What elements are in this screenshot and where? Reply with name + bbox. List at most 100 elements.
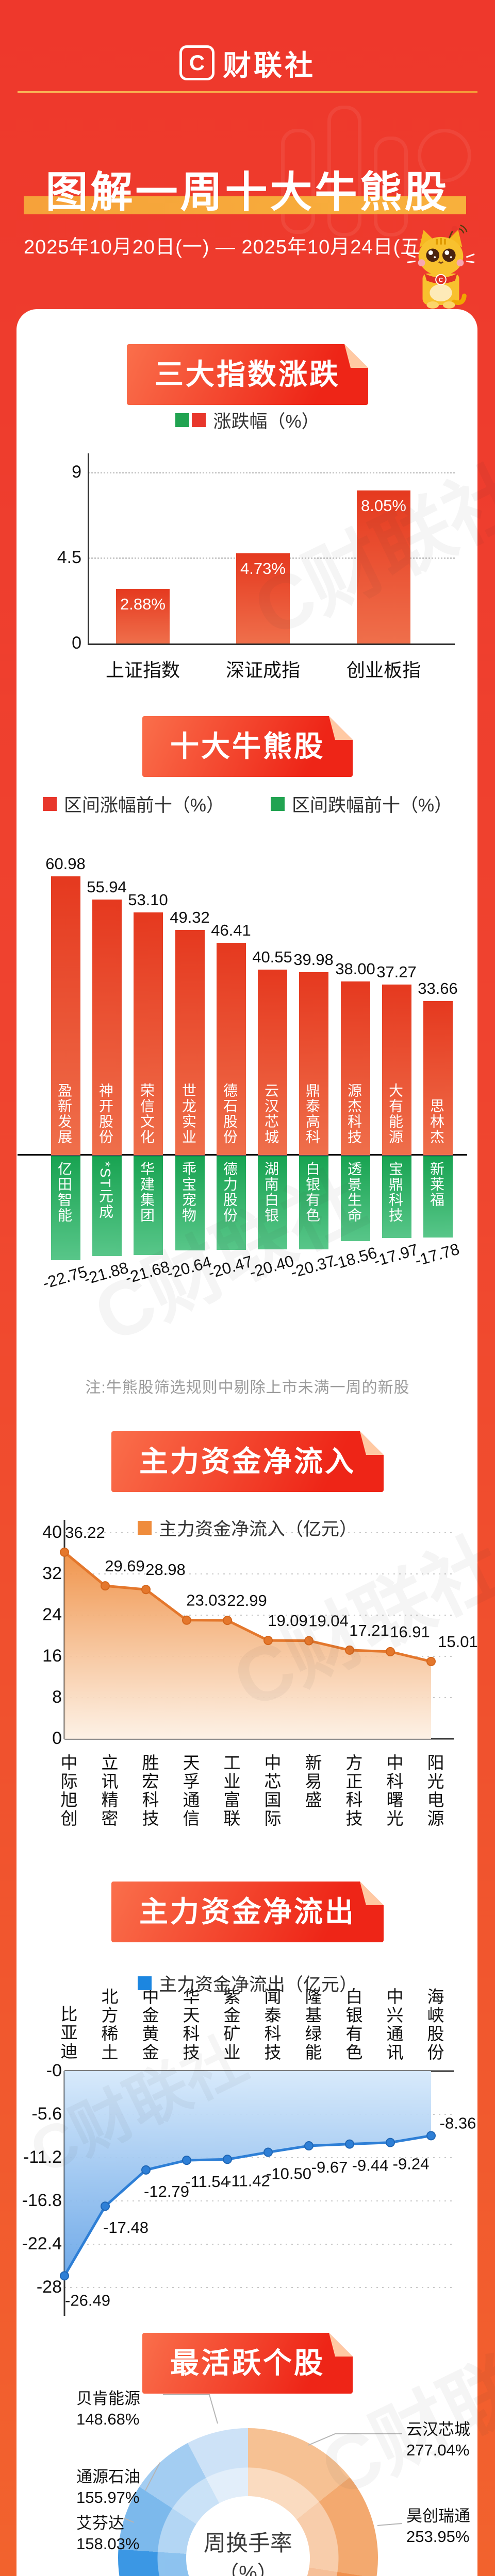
gainer-name: 德石股份 <box>222 1083 238 1145</box>
outflow-chart-axis-tick: -16.8 <box>22 2191 62 2210</box>
badge-label: 主力资金净流出 <box>139 1895 356 1928</box>
outflow-chart-value: -12.79 <box>144 2182 189 2200</box>
gainer-bar <box>257 970 287 1155</box>
outflow-chart-dot <box>263 2147 273 2157</box>
outflow-chart-value: -9.24 <box>393 2155 430 2173</box>
section-badge-bullbear: 十大牛熊股 <box>142 716 353 777</box>
section-badge-outflow: 主力资金净流出 <box>111 1882 384 1942</box>
legend-bullbear: 区间涨幅前十（%） 区间跌幅前十（%） <box>0 791 495 817</box>
loser-bar <box>382 1156 411 1239</box>
donut-label-value: 253.95% <box>406 2528 470 2546</box>
donut-label-name: 昊创瑞通 <box>406 2507 470 2525</box>
outflow-chart-value: -9.44 <box>352 2157 389 2175</box>
gainer-value: 40.55 <box>252 948 292 967</box>
header-ghost-bar-icon <box>327 106 361 236</box>
inflow-category: 工业富联 <box>221 1754 240 1828</box>
gainer-bar <box>133 912 163 1155</box>
mascot-cat-icon: C <box>407 225 475 309</box>
inflow-chart-axis-tick: 24 <box>42 1605 62 1624</box>
outflow-chart-value: -26.49 <box>65 2291 110 2309</box>
header-ghost-circle-icon <box>418 129 471 182</box>
inflow-chart-value: 36.22 <box>65 1523 105 1541</box>
red-swatch-icon <box>192 413 206 427</box>
gainer-bar <box>423 1001 453 1155</box>
outflow-chart-value: -17.48 <box>103 2218 148 2236</box>
gainer-bar <box>299 972 328 1155</box>
orange-swatch-icon <box>137 1521 152 1535</box>
gainer-bar <box>175 929 205 1155</box>
indices-baseline <box>88 643 455 645</box>
gainer-name: 盈新发展 <box>56 1083 72 1145</box>
donut-label-name: 通源石油 <box>76 2468 140 2486</box>
inflow-chart-area <box>64 1552 431 1739</box>
legend-inflow: 主力资金净流入（亿元） <box>0 1515 495 1541</box>
gainer-bar <box>92 899 122 1155</box>
green-swatch-icon <box>175 413 190 427</box>
logo-letter: C <box>189 50 205 75</box>
indices-axis-tick: 9 <box>72 462 81 482</box>
outflow-category: 紫金矿业 <box>221 1988 240 2062</box>
inflow-chart-value: 17.21 <box>349 1621 389 1639</box>
inflow-chart-value: 23.03 <box>186 1591 226 1609</box>
inflow-chart-dot <box>386 1647 395 1656</box>
inflow-chart-dot <box>101 1581 110 1591</box>
inflow-category: 中芯国际 <box>262 1754 281 1828</box>
logo-c-icon: C <box>179 45 214 80</box>
outflow-category: 比亚迪 <box>58 2005 77 2061</box>
svg-text:C: C <box>439 277 443 284</box>
gainer-value: 55.94 <box>87 877 127 896</box>
indices-axis-tick: 4.5 <box>57 547 81 567</box>
donut-label-name: 艾芬达 <box>76 2514 124 2532</box>
gainer-value: 49.32 <box>170 908 210 926</box>
outflow-chart: -26.49 -17.48 -12.79-11.54-11.42-10.50 -9.6… <box>60 2070 476 2316</box>
donut-callout-lines <box>124 2394 403 2526</box>
outflow-chart-dot <box>386 2138 395 2147</box>
loser-name: *ST元成 <box>97 1161 113 1219</box>
gainer-name: 鼎泰高科 <box>304 1083 320 1145</box>
loser-name: 乖宝宠物 <box>180 1161 196 1223</box>
gainer-bar <box>382 985 411 1155</box>
indices-category: 深证成指 <box>225 659 300 681</box>
legend-label: 区间涨幅前十（%） <box>63 795 224 816</box>
inflow-chart-dot <box>223 1616 232 1625</box>
loser-name: 白银有色 <box>304 1161 320 1223</box>
inflow-category: 阳光电源 <box>425 1754 444 1828</box>
legend-indices: 涨跌幅（%） <box>0 407 495 433</box>
inflow-chart-value: 16.91 <box>390 1623 430 1641</box>
outflow-category: 北方稀土 <box>99 1988 118 2062</box>
inflow-chart-axis-tick: 32 <box>42 1564 62 1583</box>
gainer-value: 38.00 <box>335 959 375 978</box>
indices-gridline <box>89 471 455 473</box>
indices-bar <box>357 490 410 643</box>
outflow-chart-axis-tick: -11.2 <box>23 2147 62 2167</box>
gainer-name: 世龙实业 <box>180 1083 196 1145</box>
loser-name: 透景生命 <box>346 1161 362 1223</box>
green-swatch-icon <box>271 797 285 811</box>
gainer-name: 荣信文化 <box>139 1083 155 1145</box>
gainer-value: 37.27 <box>376 963 417 981</box>
indices-bar-value: 4.73% <box>240 560 286 578</box>
inflow-category: 中际旭创 <box>58 1754 77 1828</box>
inflow-chart-dot <box>426 1656 436 1666</box>
badge-label: 十大牛熊股 <box>170 730 325 762</box>
outflow-chart-value: -11.42 <box>226 2172 270 2190</box>
donut-label-value: 158.03% <box>76 2535 140 2553</box>
date-range: 2025年10月20日(一) — 2025年10月24日(五) <box>24 236 427 258</box>
inflow-chart-value: 29.69 <box>105 1557 145 1575</box>
donut-label-name: 云汉芯城 <box>406 2420 470 2438</box>
loser-bar <box>299 1156 328 1249</box>
section-badge-inflow: 主力资金净流入 <box>111 1431 384 1492</box>
outflow-chart-line <box>63 2134 432 2277</box>
loser-bar <box>257 1156 287 1249</box>
loser-name: 宝鼎科技 <box>387 1161 403 1223</box>
inflow-category: 胜宏科技 <box>140 1754 159 1828</box>
inflow-chart-axis-tick: 0 <box>52 1728 62 1748</box>
indices-category: 上证指数 <box>105 659 180 681</box>
indices-category: 创业板指 <box>346 659 421 681</box>
donut-label-value: 277.04% <box>406 2441 470 2459</box>
badge-label: 三大指数涨跌 <box>155 358 340 391</box>
logo-text: 财联社 <box>222 49 316 81</box>
outflow-chart-dot <box>182 2156 191 2165</box>
indices-bar-value: 2.88% <box>120 595 166 613</box>
indices-bar-value: 8.05% <box>361 496 406 515</box>
